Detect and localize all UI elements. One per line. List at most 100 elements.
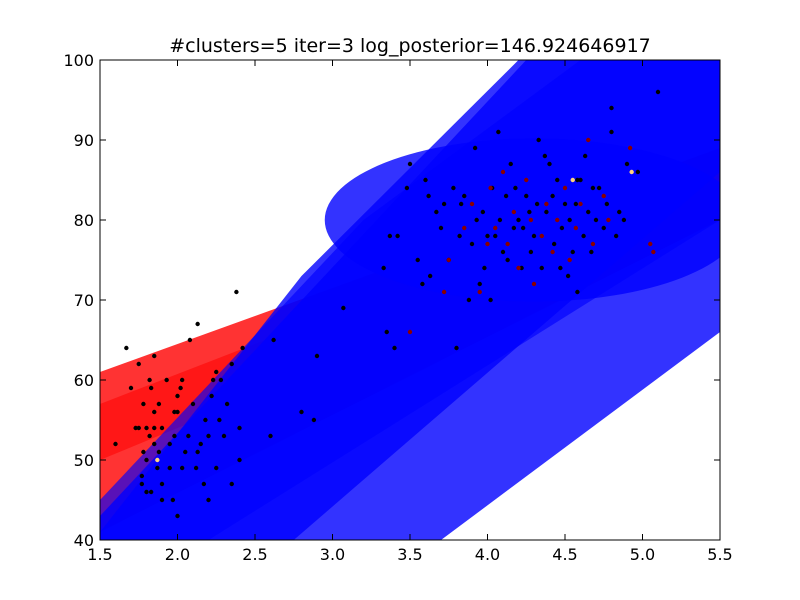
data-point-dark-red (500, 169, 506, 175)
data-point (183, 449, 188, 455)
data-point-dark-red (578, 201, 583, 207)
x-tick-label: 4.0 (475, 545, 500, 564)
data-point (159, 497, 165, 503)
y-tick-label: 50 (74, 451, 94, 470)
data-point-dark-red (539, 233, 544, 239)
data-point (621, 217, 627, 223)
data-point-dark-red (528, 217, 534, 223)
data-point (520, 225, 526, 231)
data-point (635, 169, 641, 175)
data-point (167, 465, 172, 471)
data-point (159, 481, 165, 487)
data-point (589, 249, 594, 255)
data-point (136, 425, 141, 431)
data-point (516, 217, 521, 223)
data-point (113, 441, 118, 447)
data-point (505, 257, 510, 263)
y-axis-tick-labels: 40 50 60 70 80 90 100 (63, 51, 94, 550)
data-point-dark-red (550, 249, 555, 255)
data-point (195, 449, 200, 455)
data-point-dark-red (531, 281, 537, 287)
data-point (578, 177, 583, 183)
data-point (384, 329, 389, 335)
data-point (156, 401, 162, 407)
data-point (575, 177, 580, 183)
data-point (156, 449, 162, 455)
data-point (513, 185, 518, 191)
data-point (438, 225, 444, 231)
data-point (558, 265, 563, 271)
data-point (655, 89, 661, 95)
data-point (148, 385, 154, 391)
data-point (454, 345, 459, 351)
data-point (609, 105, 614, 111)
data-point (217, 417, 222, 423)
data-point (139, 473, 145, 479)
data-point (209, 393, 214, 399)
data-point (415, 257, 420, 263)
data-point (195, 321, 200, 327)
data-point (601, 225, 606, 231)
data-point (474, 217, 479, 223)
data-point (141, 401, 146, 407)
data-point (511, 225, 517, 231)
data-points (113, 89, 661, 519)
data-point (179, 465, 185, 471)
data-point (547, 161, 552, 167)
data-point (477, 281, 482, 287)
x-tick-label: 4.5 (552, 545, 577, 564)
y-tick-label: 40 (74, 531, 94, 550)
y-tick-label: 80 (74, 211, 94, 230)
x-tick-label: 1.5 (87, 545, 112, 564)
data-point (462, 193, 467, 199)
data-point (159, 425, 165, 431)
data-point-dark-red (648, 241, 653, 247)
data-point (240, 345, 245, 351)
data-point (341, 305, 346, 311)
x-tick-label: 2.0 (165, 545, 190, 564)
data-point (565, 273, 571, 279)
data-point (175, 393, 180, 399)
data-point (218, 377, 224, 383)
data-point (426, 193, 431, 199)
data-point (392, 345, 397, 351)
data-point (609, 129, 614, 135)
y-tick-label: 90 (74, 131, 94, 150)
data-point (190, 401, 196, 407)
data-point (152, 441, 157, 447)
data-point (175, 513, 180, 519)
data-point (555, 177, 560, 183)
data-point (586, 209, 591, 215)
data-point (186, 433, 191, 439)
data-point (434, 209, 439, 215)
data-point (229, 481, 234, 487)
data-point (613, 233, 619, 239)
data-point (482, 265, 487, 271)
x-tick-label: 5.0 (630, 545, 655, 564)
data-point-dark-red (651, 249, 656, 255)
data-point (528, 249, 534, 255)
data-point (497, 217, 503, 223)
data-point (527, 209, 532, 215)
data-point (427, 273, 433, 279)
data-point (531, 233, 537, 239)
axis-ticks (99, 59, 721, 541)
data-point (172, 409, 177, 415)
data-point (404, 185, 410, 191)
data-point (128, 385, 134, 391)
data-point (152, 409, 157, 415)
data-point (133, 425, 138, 431)
data-point (124, 345, 129, 351)
data-point-dark-red (446, 257, 451, 263)
data-point (542, 153, 548, 159)
data-point-dark-red (590, 241, 596, 247)
data-point (508, 161, 513, 167)
data-point (624, 161, 630, 167)
data-point-dark-red (493, 225, 498, 231)
data-point-dark-red (524, 177, 529, 183)
data-point (423, 177, 428, 183)
data-point-light (155, 457, 160, 463)
data-point (237, 425, 242, 431)
chart-title: #clusters=5 iter=3 log_posterior=146.924… (169, 35, 651, 57)
